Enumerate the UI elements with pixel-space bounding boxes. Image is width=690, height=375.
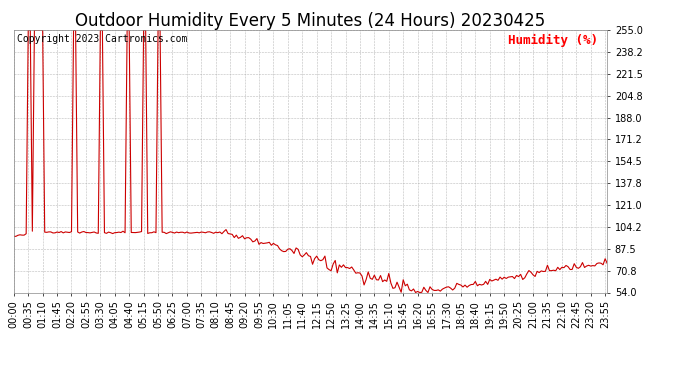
Text: Humidity (%): Humidity (%) xyxy=(509,34,598,47)
Text: Copyright 2023 Cartronics.com: Copyright 2023 Cartronics.com xyxy=(17,34,187,44)
Title: Outdoor Humidity Every 5 Minutes (24 Hours) 20230425: Outdoor Humidity Every 5 Minutes (24 Hou… xyxy=(75,12,546,30)
